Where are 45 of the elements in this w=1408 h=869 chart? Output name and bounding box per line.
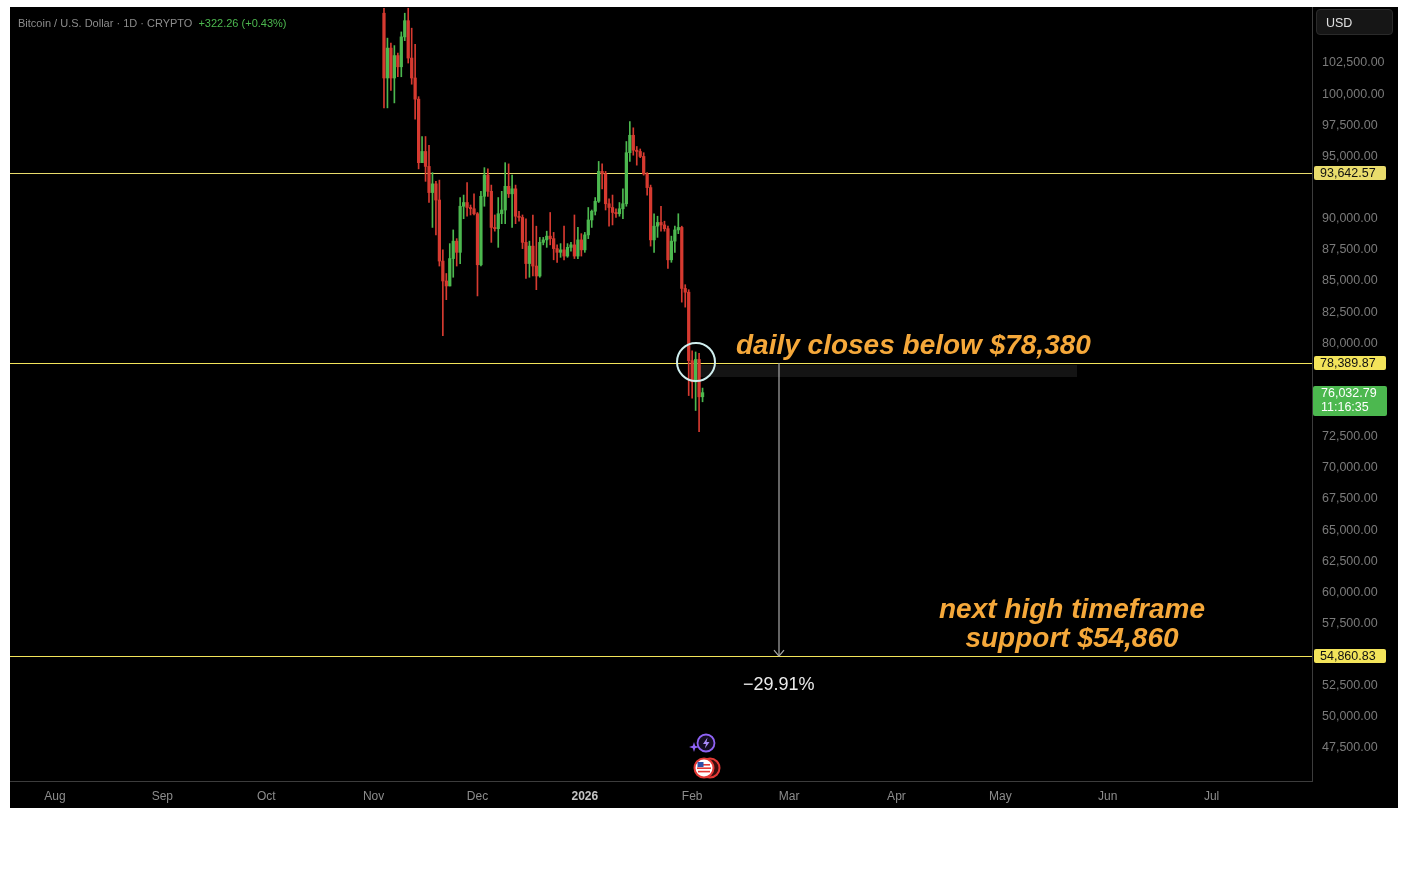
- y-tick-label: 70,000.00: [1322, 460, 1378, 475]
- y-tick-label: 50,000.00: [1322, 709, 1378, 724]
- x-tick-label: Dec: [466, 788, 489, 803]
- y-tick-label: 90,000.00: [1322, 211, 1378, 226]
- y-tick-label: 47,500.00: [1322, 740, 1378, 755]
- text: Bitcoin / U.S. Dollar · 1D · CRYPTO: [18, 17, 193, 29]
- y-tick-label: 60,000.00: [1322, 584, 1378, 599]
- x-tick-label: Sep: [151, 788, 174, 803]
- y-tick-label: 100,000.00: [1322, 86, 1385, 101]
- y-tick-label: 82,500.00: [1322, 304, 1378, 319]
- y-tick-label: 85,000.00: [1322, 273, 1378, 288]
- annotation: next high timeframe support $54,860: [938, 593, 1206, 654]
- candlestick: [659, 205, 663, 232]
- candlestick: [510, 174, 514, 228]
- ref-line-label: 78,389.87: [1314, 356, 1386, 371]
- ref-line-label: 54,860.83: [1314, 649, 1386, 664]
- y-tick-label: 57,500.00: [1322, 615, 1378, 630]
- annotation: daily closes below $78,380: [736, 328, 1091, 360]
- y-tick-label: 102,500.00: [1322, 55, 1385, 70]
- ref-line-label: 93,642.57: [1314, 166, 1386, 181]
- text: 76,032.79 11:16:35: [1313, 385, 1387, 416]
- text: +322.26 (+0.43%): [198, 17, 287, 29]
- y-tick-label: 65,000.00: [1322, 522, 1378, 537]
- y-tick-label: 97,500.00: [1322, 117, 1378, 132]
- annotation: −29.91%: [742, 673, 815, 695]
- x-tick-label: Mar: [778, 788, 800, 803]
- x-tick-label: Aug: [44, 788, 66, 803]
- x-tick-label: Nov: [362, 788, 385, 803]
- y-tick-label: 95,000.00: [1322, 148, 1378, 163]
- x-tick-label: 2026: [571, 788, 599, 803]
- y-tick-label: 62,500.00: [1322, 553, 1378, 568]
- x-tick-label: Jul: [1203, 788, 1220, 803]
- candlestick: [465, 182, 469, 217]
- candlestick: [562, 225, 566, 261]
- x-tick-label: May: [989, 788, 1012, 803]
- y-tick-label: 87,500.00: [1322, 242, 1378, 257]
- x-tick-label: Oct: [256, 788, 277, 803]
- y-axis-title: USD: [1326, 16, 1353, 30]
- y-tick-label: 67,500.00: [1322, 491, 1378, 506]
- x-tick-label: Jun: [1098, 788, 1118, 803]
- y-tick-label: 52,500.00: [1322, 678, 1378, 693]
- y-tick-label: 72,500.00: [1322, 429, 1378, 444]
- x-tick-label: Apr: [887, 788, 906, 803]
- x-tick-label: Feb: [681, 788, 703, 803]
- y-tick-label: 80,000.00: [1322, 335, 1378, 350]
